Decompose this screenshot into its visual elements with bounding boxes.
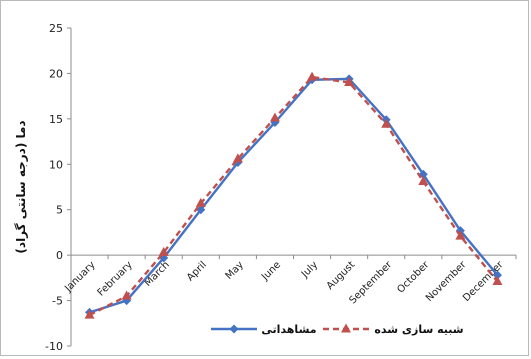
x-tick-label: January [62,259,97,294]
data-point-triangle [455,230,466,240]
data-point-triangle [381,118,392,128]
axes [67,27,517,347]
legend: مشاهداتی شبیه سازی شده [211,323,464,336]
y-tick-label: 25 [49,22,63,35]
y-tick-label: 0 [56,249,63,262]
data-point-triangle [232,153,243,163]
data-point-triangle [84,309,95,319]
legend-item-1: مشاهداتی [211,323,317,336]
legend-marker-triangle [341,323,351,333]
y-tick-labels: -10 -5 0 5 10 15 20 25 [45,22,63,353]
y-tick-label: 20 [49,67,63,80]
series-line [89,77,499,314]
data-point-triangle [492,275,503,285]
series-2 [84,71,503,319]
data-point-triangle [195,197,206,207]
x-tick-label: July [299,259,320,280]
x-tick-label: October [395,259,432,296]
legend-item-2: شبیه سازی شده [323,323,464,336]
x-tick-label: April [185,259,209,283]
data-point-triangle [344,77,355,87]
y-tick-label: -10 [45,340,63,353]
legend-marker-diamond [229,324,239,334]
legend-label: شبیه سازی شده [374,323,463,336]
y-tick-label: 10 [49,158,63,171]
data-point-triangle [269,112,280,122]
series-layer [84,71,503,319]
x-tick-label: June [259,259,283,283]
data-point-triangle [307,71,318,81]
data-point-triangle [418,176,429,186]
data-point-triangle [121,290,132,300]
y-tick-label: -5 [52,295,63,308]
legend-label: مشاهداتی [261,323,316,336]
y-tick-label: 5 [56,204,63,217]
x-tick-label: August [325,259,358,292]
y-tick-label: 15 [49,113,63,126]
y-axis-label: دما (درجه سانتی گراد) [14,120,28,253]
data-point-triangle [158,246,169,256]
series-line [88,75,499,317]
x-tick-label: May [224,259,246,281]
